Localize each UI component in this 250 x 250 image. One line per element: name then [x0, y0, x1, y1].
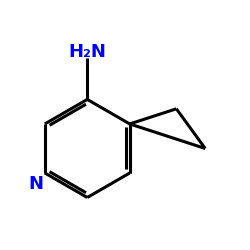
Text: N: N [28, 175, 43, 193]
Text: H₂N: H₂N [68, 44, 106, 62]
